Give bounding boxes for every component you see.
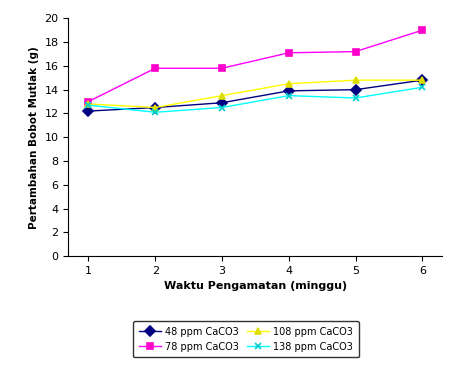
108 ppm CaCO3	[219, 93, 224, 98]
Line: 78 ppm CaCO3: 78 ppm CaCO3	[85, 27, 425, 105]
138 ppm CaCO3	[419, 85, 424, 90]
138 ppm CaCO3	[219, 105, 224, 110]
108 ppm CaCO3	[352, 78, 358, 82]
138 ppm CaCO3	[152, 110, 157, 115]
78 ppm CaCO3	[419, 28, 424, 33]
78 ppm CaCO3	[86, 99, 91, 104]
78 ppm CaCO3	[152, 66, 157, 70]
108 ppm CaCO3	[86, 102, 91, 106]
78 ppm CaCO3	[285, 51, 291, 55]
48 ppm CaCO3	[352, 87, 358, 92]
Legend: 48 ppm CaCO3, 78 ppm CaCO3, 108 ppm CaCO3, 138 ppm CaCO3: 48 ppm CaCO3, 78 ppm CaCO3, 108 ppm CaCO…	[133, 321, 358, 358]
78 ppm CaCO3	[219, 66, 224, 70]
138 ppm CaCO3	[86, 103, 91, 107]
48 ppm CaCO3	[152, 105, 157, 110]
Line: 108 ppm CaCO3: 108 ppm CaCO3	[85, 77, 425, 111]
48 ppm CaCO3	[285, 89, 291, 93]
Line: 138 ppm CaCO3: 138 ppm CaCO3	[85, 84, 425, 116]
138 ppm CaCO3	[352, 96, 358, 100]
108 ppm CaCO3	[152, 105, 157, 110]
48 ppm CaCO3	[86, 109, 91, 113]
X-axis label: Waktu Pengamatan (minggu): Waktu Pengamatan (minggu)	[163, 281, 346, 291]
48 ppm CaCO3	[419, 78, 424, 82]
78 ppm CaCO3	[352, 49, 358, 54]
108 ppm CaCO3	[419, 78, 424, 82]
138 ppm CaCO3	[285, 93, 291, 98]
Y-axis label: Pertambahan Bobot Mutlak (g): Pertambahan Bobot Mutlak (g)	[29, 46, 39, 229]
Line: 48 ppm CaCO3: 48 ppm CaCO3	[85, 77, 425, 115]
48 ppm CaCO3	[219, 101, 224, 105]
108 ppm CaCO3	[285, 82, 291, 86]
